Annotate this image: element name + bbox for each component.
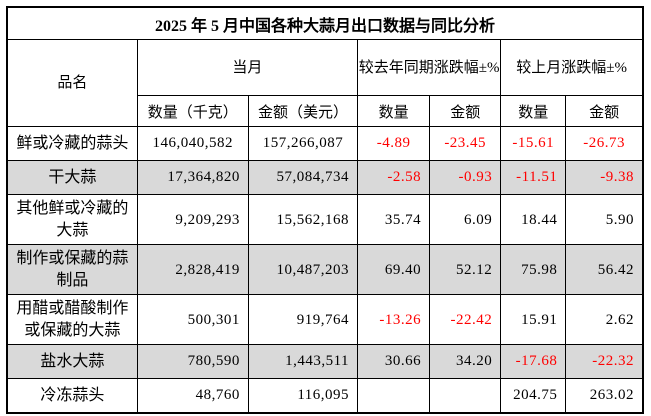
mom-amount-cell: 5.90 [565, 194, 644, 245]
mom-amount-cell: 263.02 [565, 378, 644, 414]
yoy-amount-cell: 6.09 [429, 194, 502, 245]
yoy-qty-cell: -2.58 [357, 160, 431, 195]
header-product: 品名 [6, 39, 138, 127]
yoy-qty-cell [357, 378, 431, 414]
product-name-cell: 其他鲜或冷藏的大蒜 [6, 194, 138, 245]
header-mom-amount: 金额 [565, 95, 644, 127]
mom-qty-cell: 75.98 [500, 244, 567, 295]
qty-kg-cell: 48,760 [136, 378, 249, 414]
amount-usd-cell: 10,487,203 [247, 244, 359, 295]
header-current-month: 当月 [136, 39, 359, 96]
qty-kg-cell: 2,828,419 [136, 244, 249, 295]
yoy-qty-cell: 35.74 [357, 194, 431, 245]
mom-qty-cell: 204.75 [500, 378, 567, 414]
mom-qty-cell: 15.91 [500, 294, 567, 345]
yoy-amount-cell [429, 378, 502, 414]
yoy-amount-cell: -0.93 [429, 160, 502, 195]
yoy-amount-cell: -22.42 [429, 294, 502, 345]
header-amount-usd: 金额（美元） [247, 95, 359, 127]
qty-kg-cell: 500,301 [136, 294, 249, 345]
table-row: 鲜或冷藏的蒜头 146,040,582 157,266,087 -4.89 -2… [6, 126, 644, 161]
product-name-cell: 鲜或冷藏的蒜头 [6, 126, 138, 161]
amount-usd-cell: 1,443,511 [247, 344, 359, 379]
amount-usd-cell: 157,266,087 [247, 126, 359, 161]
header-qty-kg: 数量（千克） [136, 95, 249, 127]
yoy-qty-cell: 69.40 [357, 244, 431, 295]
amount-usd-cell: 57,084,734 [247, 160, 359, 195]
product-name-cell: 干大蒜 [6, 160, 138, 195]
header-yoy-qty: 数量 [357, 95, 431, 127]
table-row: 盐水大蒜 780,590 1,443,511 30.66 34.20 -17.6… [6, 344, 644, 379]
mom-amount-cell: -9.38 [565, 160, 644, 195]
header-group-row: 品名 当月 较去年同期涨跌幅±% 较上月涨跌幅±% [6, 39, 644, 127]
amount-usd-cell: 116,095 [247, 378, 359, 414]
mom-qty-cell: -17.68 [500, 344, 567, 379]
header-mom-group: 较上月涨跌幅±% [500, 39, 644, 96]
yoy-amount-cell: -23.45 [429, 126, 502, 161]
qty-kg-cell: 17,364,820 [136, 160, 249, 195]
table-row: 制作或保藏的蒜制品 2,828,419 10,487,203 69.40 52.… [6, 244, 644, 295]
qty-kg-cell: 9,209,293 [136, 194, 249, 245]
amount-usd-cell: 15,562,168 [247, 194, 359, 245]
table-row: 干大蒜 17,364,820 57,084,734 -2.58 -0.93 -1… [6, 160, 644, 195]
table-row: 用醋或醋酸制作或保藏的大蒜 500,301 919,764 -13.26 -22… [6, 294, 644, 345]
amount-usd-cell: 919,764 [247, 294, 359, 345]
yoy-qty-cell: -4.89 [357, 126, 431, 161]
header-yoy-group: 较去年同期涨跌幅±% [357, 39, 502, 96]
product-name-cell: 盐水大蒜 [6, 344, 138, 379]
mom-amount-cell: -22.32 [565, 344, 644, 379]
yoy-qty-cell: -13.26 [357, 294, 431, 345]
qty-kg-cell: 780,590 [136, 344, 249, 379]
product-name-cell: 制作或保藏的蒜制品 [6, 244, 138, 295]
header-sub-row: 数量（千克） 金额（美元） 数量 金额 数量 金额 [7, 95, 644, 127]
yoy-qty-cell: 30.66 [357, 344, 431, 379]
mom-amount-cell: 56.42 [565, 244, 644, 295]
qty-kg-cell: 146,040,582 [136, 126, 249, 161]
mom-amount-cell: 2.62 [565, 294, 644, 345]
mom-amount-cell: -26.73 [565, 126, 644, 161]
mom-qty-cell: 18.44 [500, 194, 567, 245]
table-title: 2025 年 5 月中国各种大蒜月出口数据与同比分析 [6, 6, 644, 40]
table-row: 其他鲜或冷藏的大蒜 9,209,293 15,562,168 35.74 6.0… [6, 194, 644, 245]
mom-qty-cell: -11.51 [500, 160, 567, 195]
yoy-amount-cell: 34.20 [429, 344, 502, 379]
yoy-amount-cell: 52.12 [429, 244, 502, 295]
header-yoy-amount: 金额 [429, 95, 502, 127]
product-name-cell: 冷冻蒜头 [6, 378, 138, 414]
garlic-export-table: 2025 年 5 月中国各种大蒜月出口数据与同比分析 品名 当月 较去年同期涨跌… [6, 6, 644, 414]
header-mom-qty: 数量 [500, 95, 567, 127]
table-title-row: 2025 年 5 月中国各种大蒜月出口数据与同比分析 [6, 6, 644, 40]
table-row: 冷冻蒜头 48,760 116,095 204.75 263.02 [6, 378, 644, 414]
mom-qty-cell: -15.61 [500, 126, 567, 161]
product-name-cell: 用醋或醋酸制作或保藏的大蒜 [6, 294, 138, 345]
